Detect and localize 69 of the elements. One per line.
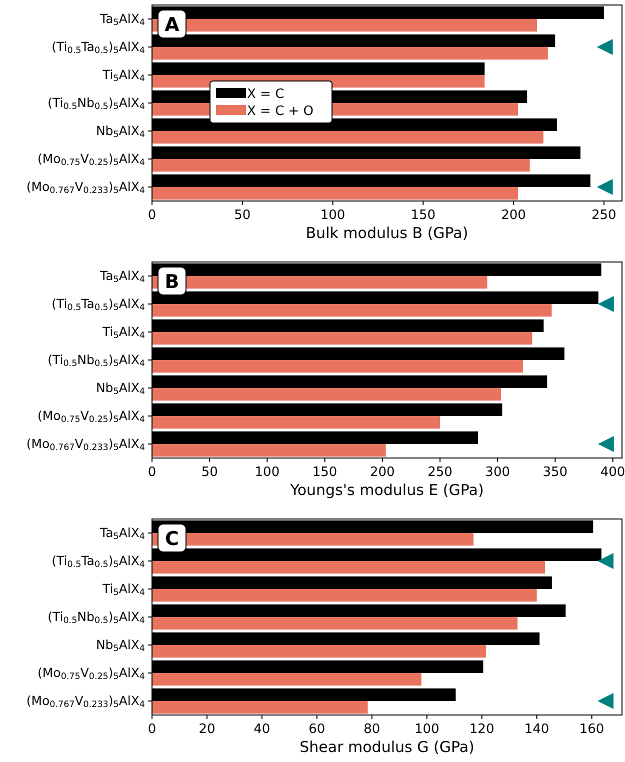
y-tick-label: (Mo$_{0.75}$V$_{0.25}$)$_{5}$AlX$_{4}$	[38, 408, 146, 426]
x-tick-label: 150	[410, 208, 436, 223]
y-tick-label: Ta$_{5}$AlX$_{4}$	[99, 11, 146, 28]
bar	[152, 701, 368, 714]
x-tick-label: 300	[485, 465, 510, 480]
bar	[152, 589, 537, 602]
x-tick-label: 20	[198, 722, 216, 737]
x-tick-label: 0	[148, 208, 156, 223]
x-tick-label: 250	[428, 465, 452, 480]
text: A	[164, 14, 180, 36]
y-tick-label: Nb$_{5}$AlX$_{4}$	[96, 637, 146, 654]
bar	[152, 360, 523, 373]
x-tick-label: 160	[579, 722, 604, 737]
y-tick-label: (Ti$_{0.5}$Nb$_{0.5}$)$_{5}$AlX$_{4}$	[48, 352, 146, 370]
y-tick-label: (Mo$_{0.767}$V$_{0.233}$)$_{5}$AlX$_{4}$	[26, 436, 146, 454]
bar	[152, 332, 532, 345]
text: C	[165, 528, 179, 550]
x-tick-label: 140	[524, 722, 550, 737]
x-tick-label: 60	[308, 722, 326, 737]
y-tick-label: Ta$_{5}$AlX$_{4}$	[99, 525, 146, 542]
y-tick-label: Ti$_{5}$AlX$_{4}$	[102, 581, 146, 598]
y-tick-label: (Ti$_{0.5}$Nb$_{0.5}$)$_{5}$AlX$_{4}$	[48, 95, 146, 112]
y-tick-label: (Ti$_{0.5}$Ta$_{0.5}$)$_{5}$AlX$_{4}$	[52, 296, 146, 314]
y-tick-label: (Ti$_{0.5}$Ta$_{0.5}$)$_{5}$AlX$_{4}$	[52, 39, 146, 56]
bar	[152, 388, 502, 401]
x-axis-title: Shear modulus G (GPa)	[300, 738, 474, 756]
y-tick-label: Ti$_{5}$AlX$_{4}$	[102, 67, 146, 84]
x-tick-label: 100	[320, 208, 346, 223]
bar	[152, 304, 552, 317]
bar	[152, 416, 440, 429]
y-tick-label: Nb$_{5}$AlX$_{4}$	[96, 380, 146, 398]
x-tick-label: 100	[254, 465, 280, 480]
y-tick-label: (Mo$_{0.767}$V$_{0.233}$)$_{5}$AlX$_{4}$	[26, 693, 146, 710]
x-tick-label: 350	[542, 465, 568, 480]
x-axis-title: Youngs's modulus E (GPa)	[289, 481, 484, 499]
y-tick-label: Ta$_{5}$AlX$_{4}$	[99, 268, 146, 286]
bar	[152, 131, 544, 144]
y-tick-label: (Mo$_{0.767}$V$_{0.233}$)$_{5}$AlX$_{4}$	[26, 179, 146, 196]
x-tick-label: 40	[254, 722, 270, 737]
y-tick-label: Nb$_{5}$AlX$_{4}$	[96, 123, 146, 140]
x-tick-label: 200	[501, 208, 526, 223]
x-tick-label: 400	[600, 465, 625, 480]
x-tick-label: 200	[370, 465, 395, 480]
x-axis-title: Bulk modulus B (GPa)	[306, 224, 468, 242]
bar	[152, 561, 546, 574]
x-tick-label: 50	[201, 465, 218, 480]
x-tick-label: 120	[469, 722, 494, 737]
legend-label: X = C	[247, 87, 284, 102]
bar	[152, 187, 518, 200]
x-tick-label: 250	[592, 208, 616, 223]
y-tick-label: (Ti$_{0.5}$Ta$_{0.5}$)$_{5}$AlX$_{4}$	[52, 553, 146, 570]
y-tick-label: (Mo$_{0.75}$V$_{0.25}$)$_{5}$AlX$_{4}$	[38, 151, 146, 168]
y-tick-label: (Mo$_{0.75}$V$_{0.25}$)$_{5}$AlX$_{4}$	[38, 665, 146, 682]
x-tick-label: 0	[148, 722, 156, 737]
bar	[152, 47, 548, 60]
bar	[152, 673, 422, 686]
bar	[152, 617, 518, 630]
text: B	[164, 271, 180, 293]
y-tick-label: Ti$_{5}$AlX$_{4}$	[102, 324, 146, 342]
y-tick-label: (Ti$_{0.5}$Nb$_{0.5}$)$_{5}$AlX$_{4}$	[48, 609, 146, 626]
x-tick-label: 80	[364, 722, 380, 737]
bar	[152, 159, 530, 172]
x-tick-label: 150	[312, 465, 338, 480]
bar	[152, 645, 486, 658]
legend-label: X = C + O	[247, 104, 314, 119]
x-tick-label: 100	[414, 722, 440, 737]
bar	[152, 444, 386, 457]
x-tick-label: 0	[148, 465, 156, 480]
x-tick-label: 50	[234, 208, 251, 223]
